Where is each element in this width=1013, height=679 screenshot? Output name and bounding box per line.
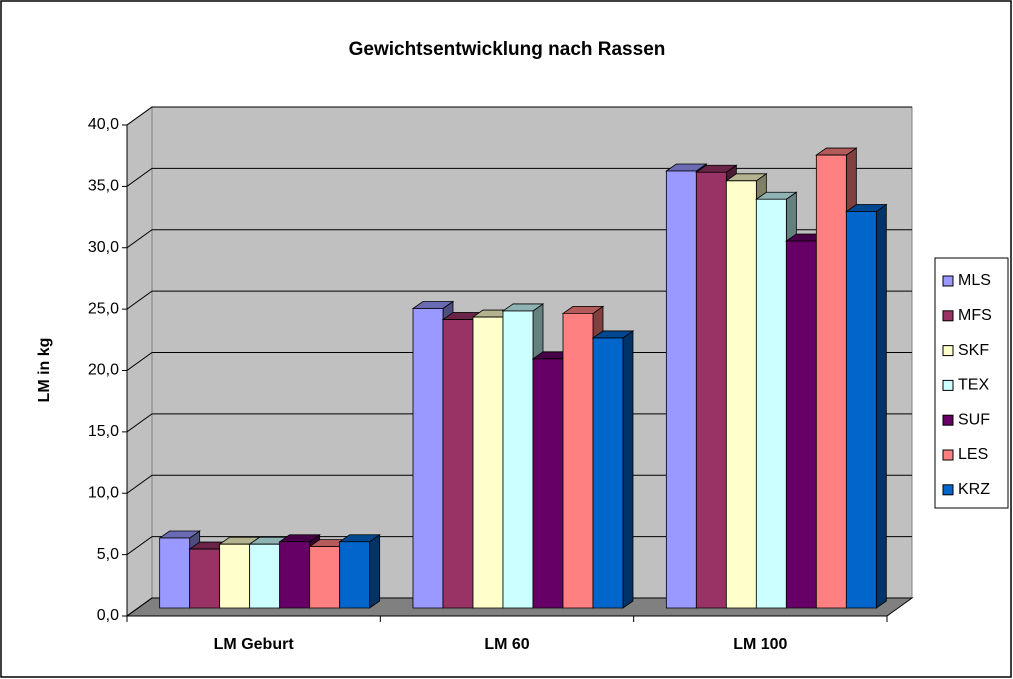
bar-front [695,171,727,609]
legend-swatch [942,414,954,426]
bar-front [785,240,817,609]
legend-swatch [942,449,954,461]
bar-front [159,537,191,609]
y-tick-label: 35,0 [88,178,119,195]
grid-line [126,106,912,126]
bar [338,533,381,609]
legend-label: MFS [958,307,992,324]
x-tick-label: LM 60 [484,636,529,653]
legend-swatch [942,310,954,322]
y-tick-label: 20,0 [88,362,119,379]
legend-label: KRZ [958,481,990,498]
grid-line [126,536,912,556]
grid-line [126,474,912,494]
bar-side [875,203,887,609]
grid-line [126,413,912,433]
y-tick-label: 25,0 [88,300,119,317]
bar-front [665,170,697,609]
y-tick-label: 0,0 [97,607,119,624]
bar-front [339,541,371,609]
legend-label: SKF [958,342,989,359]
bar-front [592,337,624,609]
legend-label: SUF [958,411,990,428]
grid-line [126,290,912,310]
bar-front [502,310,534,609]
grid-line [126,229,912,249]
y-axis-label: LM in kg [36,338,53,403]
bar-front [279,541,311,609]
bar [845,203,888,609]
chart-title: Gewichtsentwicklung nach Rassen [349,39,666,60]
grid-line [126,352,912,371]
bar-front [562,312,594,609]
bar-front [755,198,787,609]
y-tick-label: 15,0 [88,423,119,440]
bar-front [845,211,877,609]
legend-swatch [942,345,954,357]
bar-front [249,543,281,609]
legend-label: LES [958,446,988,463]
y-tick-label: 5,0 [97,546,119,563]
legend-swatch [942,275,954,287]
bar-front [815,154,847,609]
bar-front [189,548,221,609]
legend-swatch [942,484,954,496]
bar-side [622,330,634,609]
y-tick-label: 30,0 [88,239,119,256]
grid-line [126,167,912,187]
bar-front [219,543,251,609]
x-tick-label: LM 100 [733,636,787,653]
bar-front [442,319,474,609]
legend-label: TEX [958,377,989,394]
x-tick-label: LM Geburt [214,636,295,653]
y-tick-label: 10,0 [88,484,119,501]
legend-label: MLS [958,272,991,289]
bar-front [309,546,341,609]
bar-front [472,316,504,609]
grid-line [126,597,912,617]
bar [591,330,635,609]
bar-front [412,308,444,609]
y-tick-label: 40,0 [88,116,119,133]
legend-swatch [942,379,954,391]
bar-front [532,358,564,609]
bar-side [369,533,381,609]
bar-front [725,180,757,609]
